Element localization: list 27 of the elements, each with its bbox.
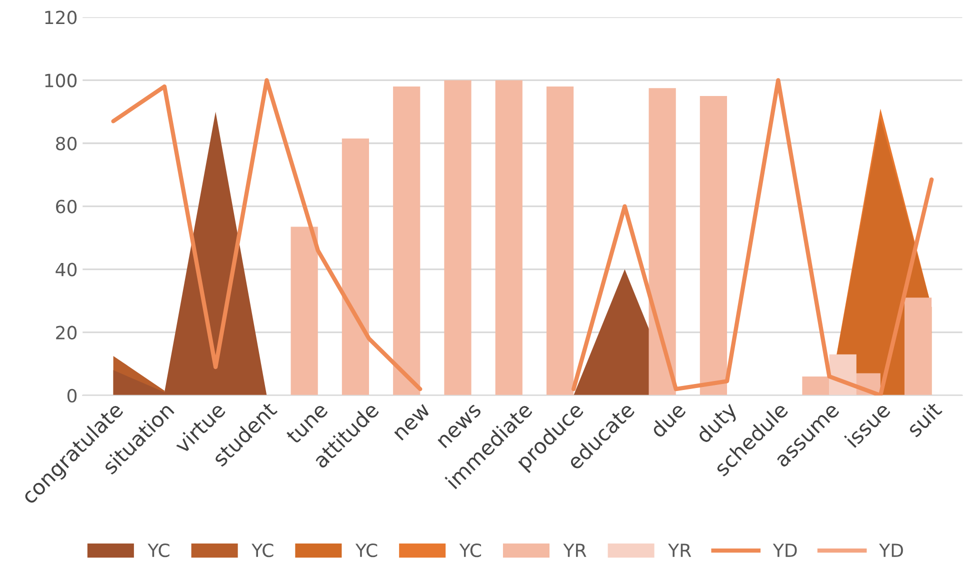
bar	[444, 80, 472, 396]
bar	[648, 88, 676, 396]
bar	[342, 138, 370, 396]
legend-label: YC	[252, 543, 274, 558]
y-tick-label: 80	[56, 136, 77, 150]
legend-label: YR	[563, 544, 586, 557]
legend-label: YC	[355, 543, 378, 558]
y-tick-label: 20	[56, 326, 77, 340]
bar	[290, 226, 318, 396]
legend-label: YR	[668, 544, 692, 557]
legend-label: YC	[459, 543, 482, 558]
y-tick-label: 100	[45, 74, 77, 88]
y-tick-label: 0	[67, 388, 77, 402]
bar	[495, 80, 522, 396]
y-tick-label: 40	[56, 262, 77, 276]
y-tick-label: 120	[45, 10, 77, 24]
bar	[546, 86, 574, 396]
legend-label: YC	[148, 543, 170, 558]
y-tick-label: 60	[56, 200, 77, 214]
x-tick-label: suit	[906, 400, 943, 438]
x-tick-label: due	[648, 401, 686, 439]
bar	[802, 376, 830, 396]
legend-label: YD	[772, 544, 797, 557]
legend-label: YD	[879, 544, 903, 557]
bar	[700, 96, 728, 396]
bar	[393, 86, 420, 396]
bar	[904, 298, 932, 396]
